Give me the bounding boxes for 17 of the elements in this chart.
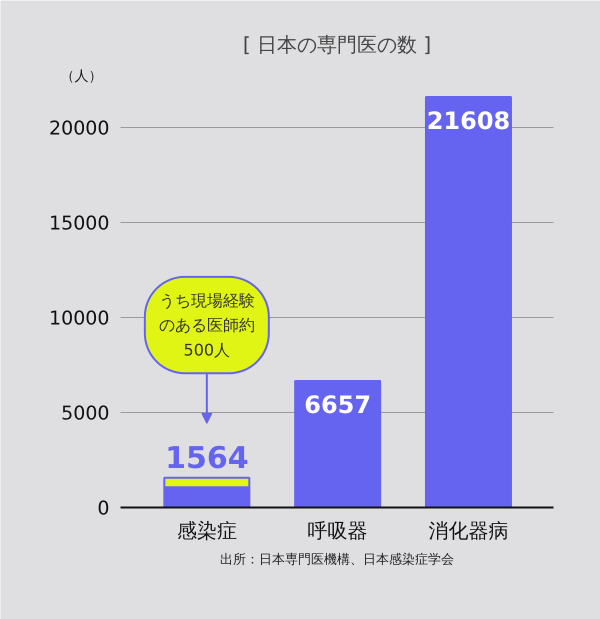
y-tick-label: 15000 <box>49 212 110 234</box>
total-label: 6657 <box>304 391 372 420</box>
bar <box>294 380 382 508</box>
y-axis-title: （人） <box>60 68 102 84</box>
chart-title: [ 日本の専門医の数 ] <box>242 32 432 56</box>
total-label: 21608 <box>426 106 510 135</box>
annotation: うち現場経験のある医師約500人 <box>158 290 255 360</box>
x-tick-label: 感染症 <box>176 518 237 542</box>
y-tick-label: 0 <box>97 498 110 520</box>
text: 出所：日本専門医機構、日本感染症学会 <box>220 552 454 568</box>
y-tick-label: 20000 <box>49 118 110 140</box>
y-tick-label: 5000 <box>61 402 110 424</box>
total-label: 1564 <box>165 440 249 476</box>
y-tick-label: 10000 <box>49 308 110 330</box>
x-tick-label: 消化器病 <box>428 518 508 542</box>
x-tick-label: 呼吸器 <box>308 518 368 542</box>
bar <box>424 96 512 508</box>
